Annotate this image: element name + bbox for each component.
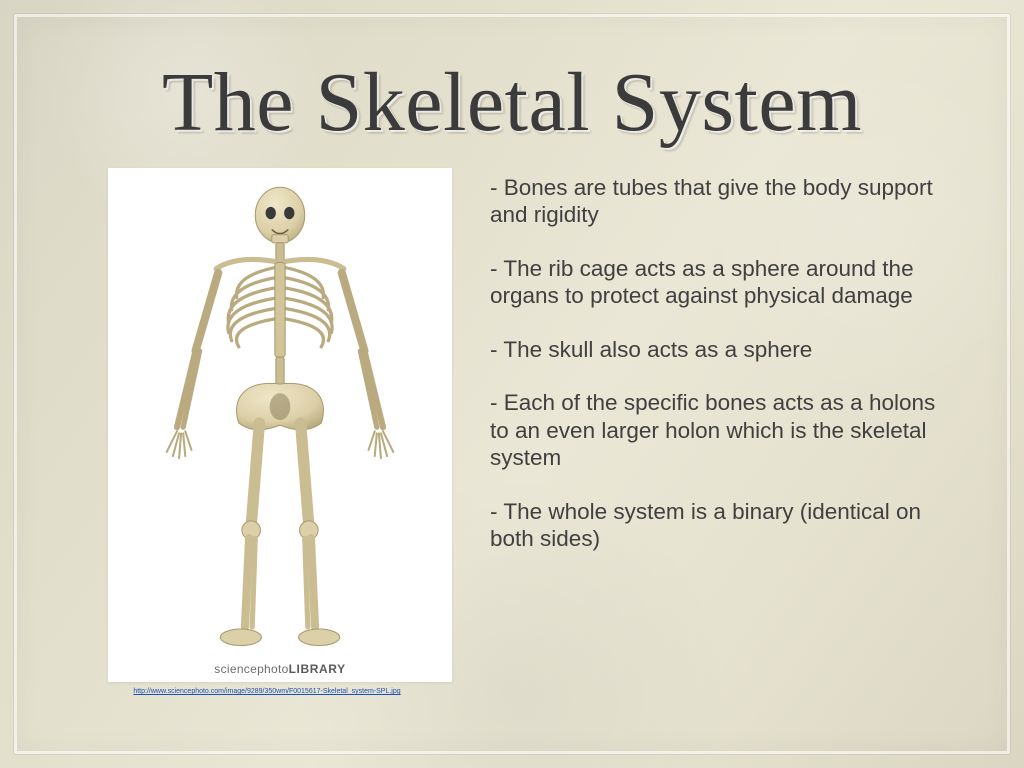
watermark-text-a: sciencephoto bbox=[214, 662, 288, 676]
skeleton-image: sciencephotoLIBRARY bbox=[108, 168, 452, 682]
watermark-text-b: LIBRARY bbox=[289, 662, 346, 676]
bullet-1: - Bones are tubes that give the body sup… bbox=[490, 174, 938, 229]
bullet-5: - The whole system is a binary (identica… bbox=[490, 498, 938, 553]
image-watermark: sciencephotoLIBRARY bbox=[214, 662, 345, 678]
body-text: - Bones are tubes that give the body sup… bbox=[490, 174, 938, 578]
bullet-3: - The skull also acts as a sphere bbox=[490, 336, 938, 363]
slide: The Skeletal System bbox=[0, 0, 1024, 768]
skeleton-icon bbox=[114, 178, 446, 662]
image-source-link[interactable]: http://www.sciencephoto.com/image/9289/3… bbox=[112, 688, 422, 697]
bullet-2: - The rib cage acts as a sphere around t… bbox=[490, 255, 938, 310]
bullet-4: - Each of the specific bones acts as a h… bbox=[490, 389, 938, 471]
page-title: The Skeletal System bbox=[0, 54, 1024, 151]
